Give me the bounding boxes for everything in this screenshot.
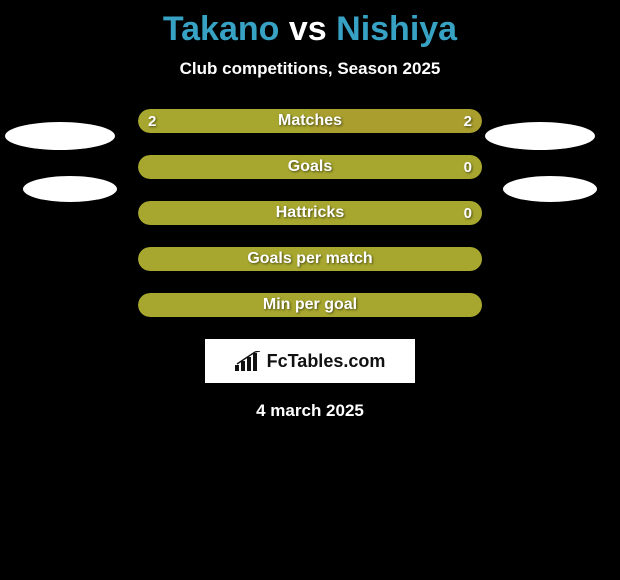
- fctables-logo: FcTables.com: [205, 339, 415, 383]
- left-player-badge: [23, 176, 117, 202]
- logo-text: FcTables.com: [267, 351, 386, 372]
- stat-bar-left: [138, 155, 482, 179]
- stat-bar-left: [138, 201, 482, 225]
- date-label: 4 march 2025: [0, 401, 620, 421]
- right-player-badge: [503, 176, 597, 202]
- stat-value-left: 2: [148, 109, 156, 133]
- stat-bar-left: [138, 247, 482, 271]
- stat-row: Hattricks0: [138, 201, 482, 225]
- stat-value-right: 2: [464, 109, 472, 133]
- stat-row: Matches22: [138, 109, 482, 133]
- stat-value-right: 0: [464, 155, 472, 179]
- page-title: Takano vs Nishiya: [0, 0, 620, 49]
- player-right-name: Nishiya: [336, 10, 457, 48]
- stat-bar-left: [138, 293, 482, 317]
- vs-word: vs: [289, 10, 327, 48]
- stat-row: Goals per match: [138, 247, 482, 271]
- player-left-name: Takano: [163, 10, 280, 48]
- right-player-badge: [485, 122, 595, 150]
- bar-chart-icon: [235, 351, 261, 371]
- stat-bar-right: [310, 109, 482, 133]
- subtitle: Club competitions, Season 2025: [0, 59, 620, 79]
- stat-bar-left: [138, 109, 310, 133]
- stat-row: Min per goal: [138, 293, 482, 317]
- left-player-badge: [5, 122, 115, 150]
- stat-row: Goals0: [138, 155, 482, 179]
- stats-comparison: Matches22Goals0Hattricks0Goals per match…: [138, 109, 482, 317]
- stat-value-right: 0: [464, 201, 472, 225]
